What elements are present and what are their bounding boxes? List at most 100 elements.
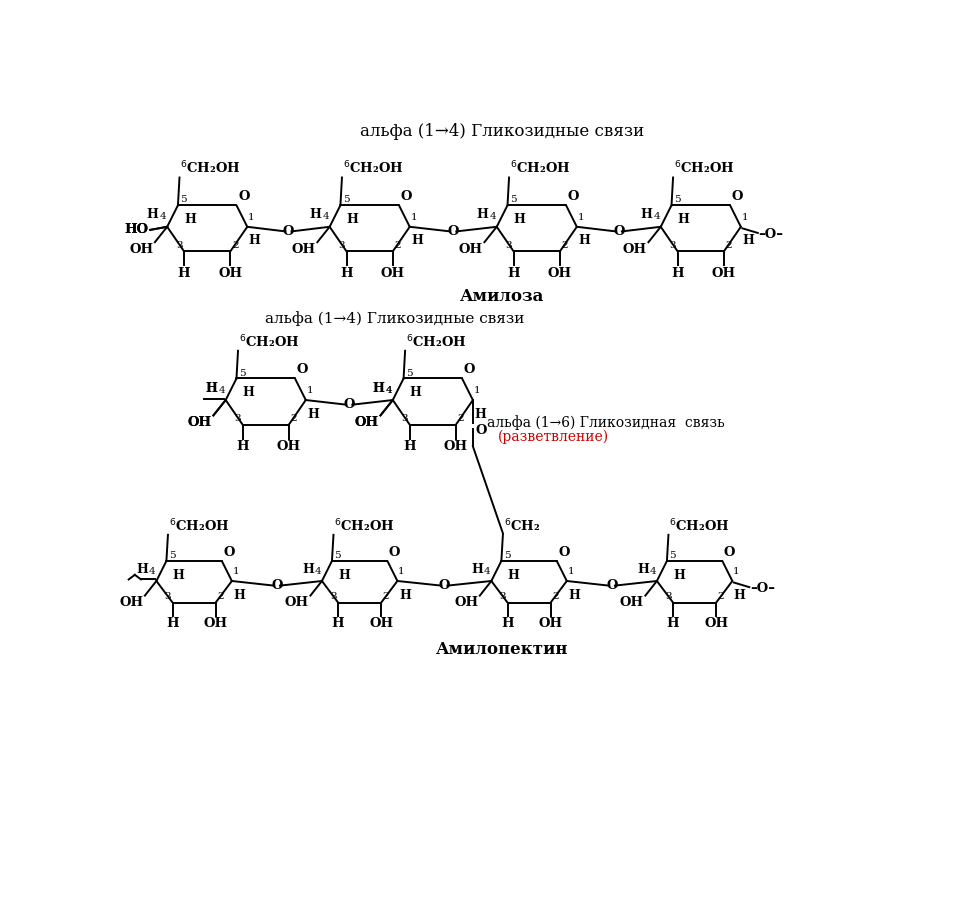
Text: O: O bbox=[567, 190, 578, 203]
Text: H: H bbox=[332, 617, 344, 630]
Text: 4: 4 bbox=[385, 386, 391, 395]
Text: 1: 1 bbox=[567, 567, 574, 577]
Text: альфа (1→4) Гликозидные связи: альфа (1→4) Гликозидные связи bbox=[360, 122, 644, 140]
Text: H: H bbox=[507, 267, 519, 280]
Text: H: H bbox=[372, 381, 384, 395]
Text: OH: OH bbox=[119, 597, 143, 610]
Text: H: H bbox=[666, 617, 679, 630]
Text: $^6$CH₂OH: $^6$CH₂OH bbox=[239, 333, 299, 350]
Text: OH: OH bbox=[277, 440, 300, 453]
Text: 4: 4 bbox=[314, 566, 321, 576]
Text: OH: OH bbox=[285, 597, 308, 610]
Text: 4: 4 bbox=[159, 213, 166, 221]
Text: H: H bbox=[346, 213, 358, 226]
Text: $^6$CH₂: $^6$CH₂ bbox=[503, 518, 540, 534]
Text: OH: OH bbox=[538, 617, 562, 630]
Text: OH: OH bbox=[443, 440, 467, 453]
Text: $^6$CH₂OH: $^6$CH₂OH bbox=[510, 160, 570, 177]
Text: 4: 4 bbox=[218, 386, 225, 395]
Text: O: O bbox=[400, 190, 412, 203]
Text: OH: OH bbox=[711, 267, 735, 280]
Text: 3: 3 bbox=[234, 414, 241, 423]
Text: H: H bbox=[501, 617, 513, 630]
Text: 5: 5 bbox=[673, 195, 680, 204]
Text: O: O bbox=[343, 398, 355, 411]
Text: H: H bbox=[507, 568, 519, 582]
Text: 4: 4 bbox=[652, 213, 659, 221]
Text: $^6$CH₂OH: $^6$CH₂OH bbox=[669, 518, 730, 534]
Text: O: O bbox=[731, 190, 742, 203]
Text: O: O bbox=[238, 190, 249, 203]
Text: 1: 1 bbox=[306, 387, 313, 395]
Text: 2: 2 bbox=[457, 414, 464, 423]
Text: 2: 2 bbox=[717, 592, 724, 601]
Text: H: H bbox=[243, 386, 254, 399]
Text: OH: OH bbox=[454, 597, 478, 610]
Text: 1: 1 bbox=[473, 387, 480, 395]
Text: OH: OH bbox=[291, 243, 316, 256]
Text: OH: OH bbox=[380, 267, 405, 280]
Text: Амилопектин: Амилопектин bbox=[435, 641, 568, 658]
Text: 3: 3 bbox=[338, 241, 344, 250]
Text: (разветвление): (разветвление) bbox=[497, 429, 608, 444]
Text: H: H bbox=[137, 563, 149, 576]
Text: OH: OH bbox=[188, 416, 211, 429]
Text: H: H bbox=[410, 386, 422, 399]
Text: 1: 1 bbox=[410, 213, 417, 222]
Text: O: O bbox=[447, 225, 459, 238]
Text: H: H bbox=[233, 589, 245, 601]
Text: 4: 4 bbox=[483, 566, 490, 576]
Text: OH: OH bbox=[354, 416, 378, 429]
Text: H: H bbox=[248, 235, 260, 248]
Text: H: H bbox=[411, 235, 422, 248]
Text: OH: OH bbox=[188, 416, 211, 429]
Text: O: O bbox=[296, 363, 308, 376]
Text: 1: 1 bbox=[233, 567, 239, 577]
Text: H: H bbox=[637, 563, 648, 576]
Text: H: H bbox=[172, 568, 184, 582]
Text: H: H bbox=[309, 208, 321, 221]
Text: H: H bbox=[471, 563, 483, 576]
Text: $^6$CH₂OH: $^6$CH₂OH bbox=[180, 160, 241, 177]
Text: 3: 3 bbox=[664, 592, 671, 601]
Text: H: H bbox=[307, 408, 319, 421]
Text: 5: 5 bbox=[239, 368, 245, 378]
Text: –O–: –O– bbox=[749, 582, 775, 595]
Text: 3: 3 bbox=[499, 592, 506, 601]
Text: H: H bbox=[671, 267, 684, 280]
Text: H: H bbox=[403, 440, 416, 453]
Text: Амилоза: Амилоза bbox=[460, 288, 544, 306]
Text: $^6$CH₂OH: $^6$CH₂OH bbox=[333, 518, 395, 534]
Text: H: H bbox=[166, 617, 179, 630]
Text: OH: OH bbox=[354, 416, 378, 429]
Text: H: H bbox=[640, 208, 651, 221]
Text: H: H bbox=[476, 208, 488, 221]
Text: O: O bbox=[388, 545, 400, 559]
Text: OH: OH bbox=[459, 243, 482, 256]
Text: H: H bbox=[741, 235, 753, 248]
Text: 2: 2 bbox=[560, 241, 567, 250]
Text: 5: 5 bbox=[168, 551, 175, 560]
Text: O: O bbox=[612, 225, 624, 238]
Text: O: O bbox=[283, 225, 294, 238]
Text: H: H bbox=[340, 267, 352, 280]
Text: $^6$CH₂OH: $^6$CH₂OH bbox=[168, 518, 229, 534]
Text: HO: HO bbox=[124, 224, 149, 237]
Text: 5: 5 bbox=[333, 551, 340, 560]
Text: 5: 5 bbox=[503, 551, 510, 560]
Text: альфа (1→6) Гликозидная  связь: альфа (1→6) Гликозидная связь bbox=[486, 415, 724, 430]
Text: H: H bbox=[205, 381, 217, 395]
Text: O: O bbox=[271, 579, 283, 592]
Text: O: O bbox=[557, 545, 569, 559]
Text: 5: 5 bbox=[342, 195, 349, 204]
Text: 3: 3 bbox=[505, 241, 511, 250]
Text: 5: 5 bbox=[510, 195, 516, 204]
Text: 2: 2 bbox=[217, 592, 224, 601]
Text: H: H bbox=[399, 589, 411, 601]
Text: H: H bbox=[147, 208, 158, 221]
Text: O: O bbox=[223, 545, 235, 559]
Text: 4: 4 bbox=[385, 386, 391, 395]
Text: H: H bbox=[184, 213, 196, 226]
Text: 2: 2 bbox=[552, 592, 558, 601]
Text: 1: 1 bbox=[733, 567, 739, 577]
